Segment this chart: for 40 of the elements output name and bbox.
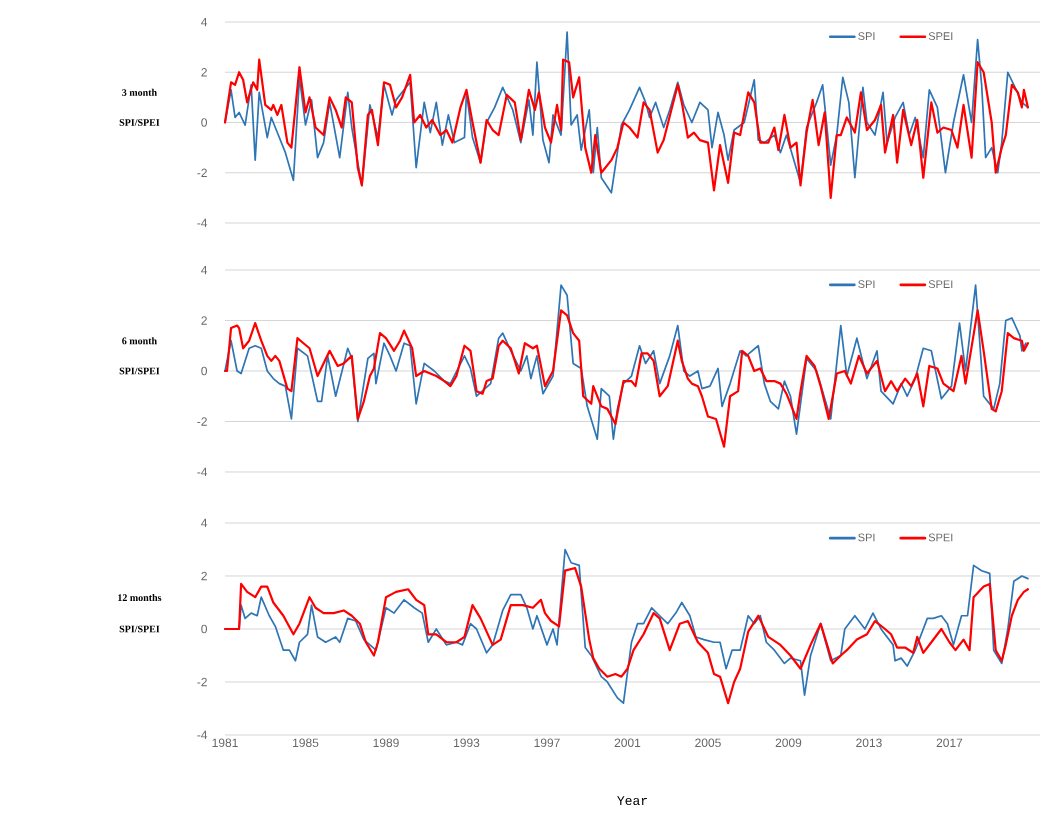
y-tick-label: 4 <box>201 518 208 528</box>
y-tick-label: -4 <box>197 467 208 477</box>
y-tick-label: 4 <box>201 17 208 27</box>
x-tick-label: 2009 <box>775 738 802 748</box>
y-tick-label: 2 <box>201 571 207 581</box>
x-tick-label: 1985 <box>293 738 319 748</box>
y-tick-label: 2 <box>201 68 207 77</box>
legend-label: SPI <box>858 533 875 542</box>
text: 12 months <box>118 594 162 602</box>
legend-label: SPEI <box>928 32 953 41</box>
x-tick-label: 1989 <box>373 738 399 748</box>
legend-label: SPEI <box>928 533 953 542</box>
line-series <box>223 58 1030 199</box>
line-series <box>224 31 1029 194</box>
y-axis-title: SPI/SPEI <box>119 625 160 633</box>
y-tick-label: 4 <box>201 265 208 275</box>
legend-label: SPEI <box>928 280 953 289</box>
text: 3 month <box>122 88 157 96</box>
y-tick-label: -4 <box>197 218 208 228</box>
y-tick-label: -2 <box>197 168 207 177</box>
x-tick-label: 1981 <box>212 738 238 748</box>
y-tick-label: 0 <box>201 624 208 634</box>
y-axis-title: SPI/SPEI <box>119 119 160 126</box>
x-tick-label: 1993 <box>454 738 480 748</box>
text: 6 month <box>122 337 157 345</box>
y-tick-label: 0 <box>201 118 208 127</box>
y-axis-title: SPI/SPEI <box>119 367 160 375</box>
x-axis-title: Year <box>617 796 647 806</box>
y-tick-label: 0 <box>201 366 208 376</box>
x-tick-label: 1997 <box>534 738 560 748</box>
legend-label: SPI <box>858 280 875 289</box>
legend-label: SPI <box>858 32 875 41</box>
y-tick-label: -4 <box>197 730 208 740</box>
x-tick-label: 2013 <box>856 738 882 748</box>
y-tick-label: -2 <box>197 677 207 687</box>
y-tick-label: 2 <box>201 316 207 325</box>
x-tick-label: 2017 <box>936 738 963 748</box>
x-tick-label: 2005 <box>695 738 721 748</box>
y-tick-label: -2 <box>197 417 207 426</box>
x-tick-label: 2001 <box>614 738 641 748</box>
